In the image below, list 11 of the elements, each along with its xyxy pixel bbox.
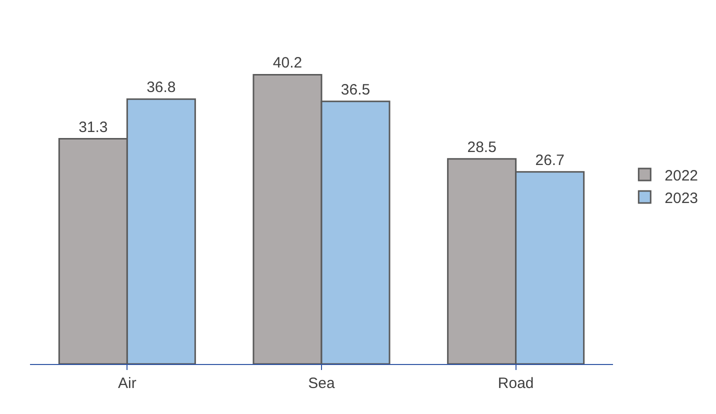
x-tick-label: Road [498, 375, 534, 392]
data-label: 36.5 [340, 81, 370, 98]
legend-label: 2022 [664, 167, 698, 184]
data-label: 26.7 [535, 152, 564, 169]
legend-label: 2023 [664, 190, 698, 207]
data-label: 36.8 [146, 79, 176, 96]
x-tick-label: Sea [308, 375, 336, 392]
x-tick-label: Air [118, 375, 136, 392]
data-label: 31.3 [78, 118, 108, 136]
data-label: 40.2 [272, 54, 302, 72]
data-label: 28.5 [467, 138, 496, 156]
